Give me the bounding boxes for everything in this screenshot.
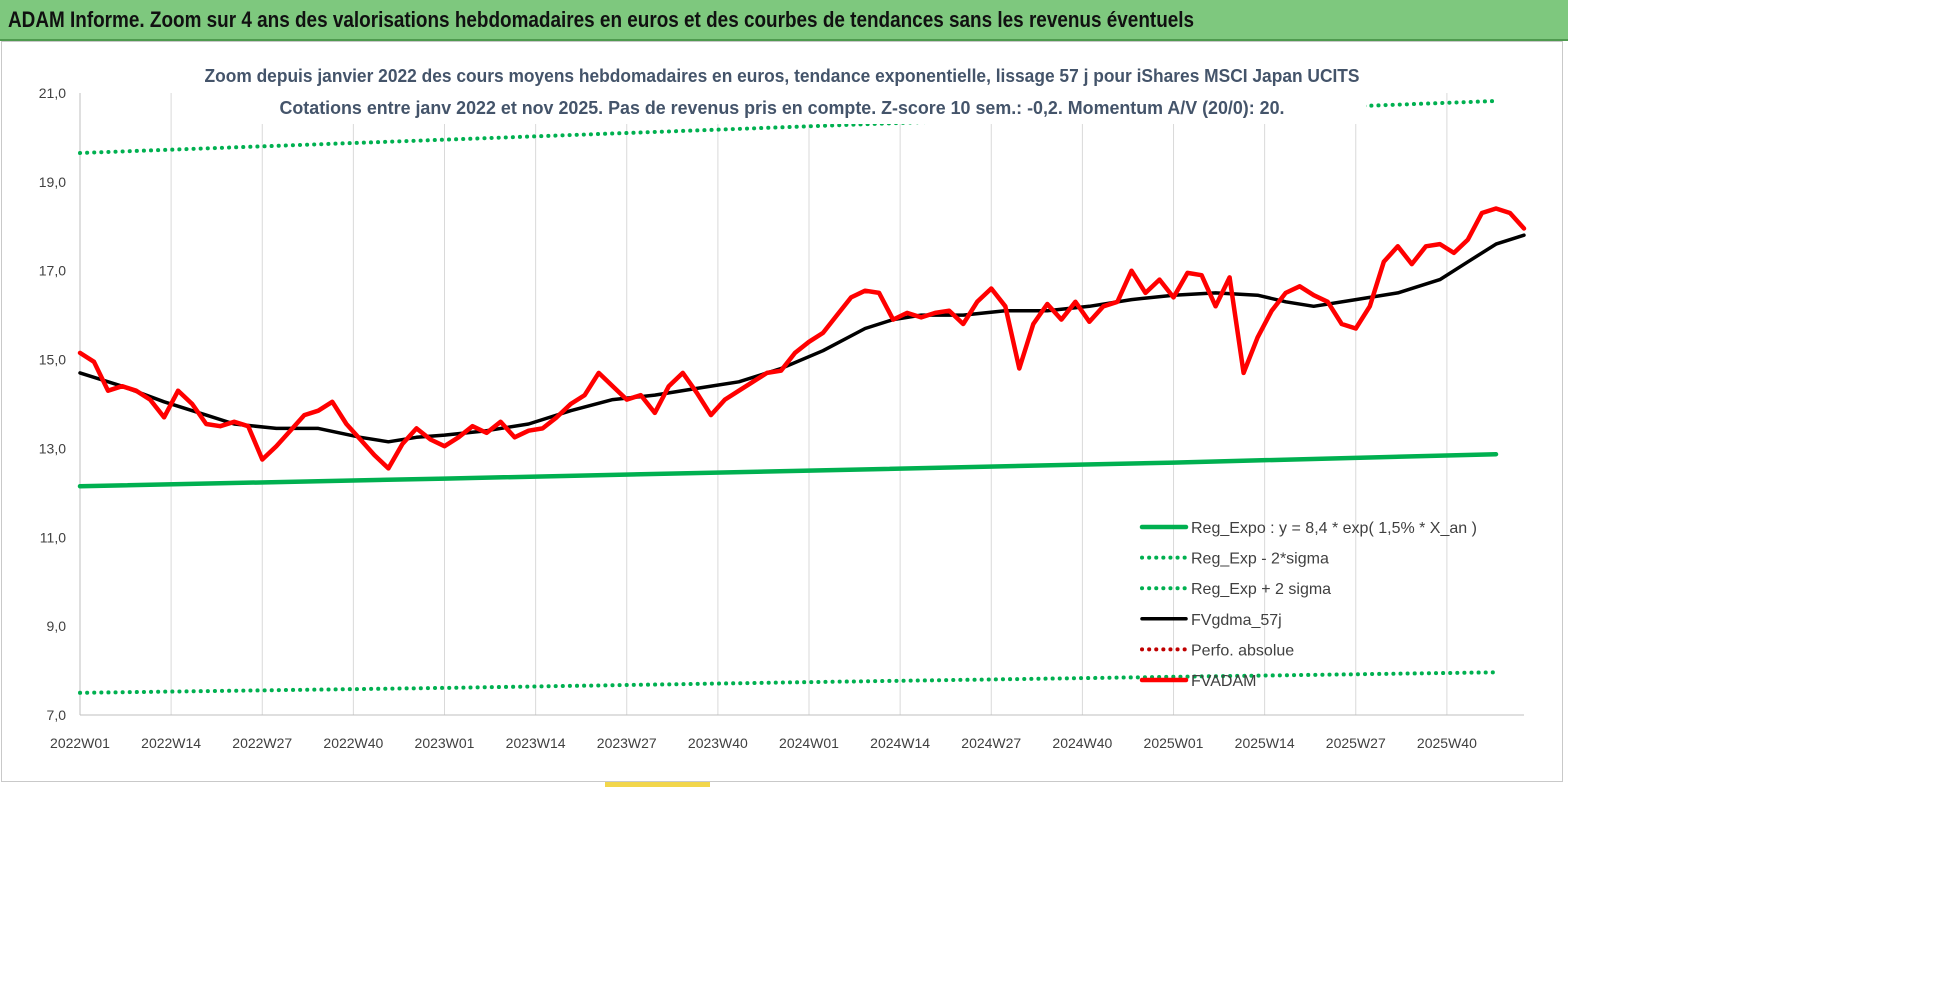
y-tick-label: 13,0 [39, 440, 66, 456]
bottom-accent-bar [605, 782, 710, 787]
chart-frame [1, 41, 1563, 782]
legend-fvadam-label: FVADAM [1191, 673, 1256, 690]
y-tick-label: 7,0 [47, 707, 67, 723]
x-tick-label: 2025W14 [1235, 735, 1295, 751]
y-tick-label: 21,0 [39, 85, 66, 101]
legend-reg-expo-label: Reg_Expo : y = 8,4 * exp( 1,5% * X_an ) [1191, 520, 1477, 537]
x-tick-label: 2022W27 [232, 735, 292, 751]
y-tick-label: 9,0 [47, 618, 67, 634]
y-tick-label: 11,0 [40, 529, 66, 545]
reg-exp-minus-2sigma-line [78, 670, 1498, 695]
chart-subtitle-line-2: Cotations entre janv 2022 et nov 2025. P… [280, 98, 1285, 118]
x-tick-label: 2025W40 [1417, 735, 1477, 751]
legend-fvgdma-57j-label: FVgdma_57j [1191, 612, 1282, 629]
x-tick-label: 2023W27 [597, 735, 657, 751]
y-tick-label: 17,0 [39, 263, 66, 279]
y-tick-label: 19,0 [39, 174, 66, 190]
report-title: ADAM Informe. Zoom sur 4 ans des valoris… [8, 7, 1195, 32]
trend-chart: 21,019,017,015,013,011,09,07,0 2022W01 20… [38, 62, 1527, 751]
subtitle-backdrop [200, 62, 1366, 124]
x-tick-label: 2022W40 [323, 735, 383, 751]
chart-legend: Reg_Expo : y = 8,4 * exp( 1,5% * X_an ) R… [1139, 520, 1477, 690]
x-tick-label: 2023W14 [506, 735, 566, 751]
vertical-gridlines [79, 93, 1448, 715]
series-lines [77, 99, 1527, 695]
x-tick-label: 2024W01 [779, 735, 839, 751]
legend-perfo-absolue-label: Perfo. absolue [1191, 642, 1294, 659]
x-tick-label: 2025W01 [1144, 735, 1204, 751]
legend-reg-exp-plus-2sigma-label: Reg_Exp + 2 sigma [1191, 581, 1331, 598]
x-tick-label: 2022W01 [50, 735, 110, 751]
fvadam-line [77, 206, 1527, 471]
x-tick-label: 2025W27 [1326, 735, 1386, 751]
x-tick-label: 2023W40 [688, 735, 748, 751]
fvgdma-57j-line [78, 233, 1526, 444]
y-tick-labels: 21,0 19,0 17,0 15,0 13,0 11,0 9,0 7,0 [39, 85, 66, 723]
report-banner: ADAM Informe. Zoom sur 4 ans des valoris… [0, 0, 1568, 41]
y-tick-label: 15,0 [39, 352, 66, 368]
legend-reg-exp-minus-2sigma-label: Reg_Exp - 2*sigma [1191, 551, 1329, 568]
reg-expo-line [77, 451, 1499, 489]
x-tick-label: 2024W14 [870, 735, 930, 751]
x-tick-label: 2024W40 [1052, 735, 1112, 751]
x-tick-label: 2024W27 [961, 735, 1021, 751]
chart-subtitle-line-1: Zoom depuis janvier 2022 des cours moyen… [205, 66, 1360, 86]
x-tick-label: 2022W14 [141, 735, 201, 751]
x-tick-label: 2023W01 [415, 735, 475, 751]
x-tick-labels: 2022W01 2022W14 2022W27 2022W40 2023W01 2023W… [50, 735, 1477, 751]
